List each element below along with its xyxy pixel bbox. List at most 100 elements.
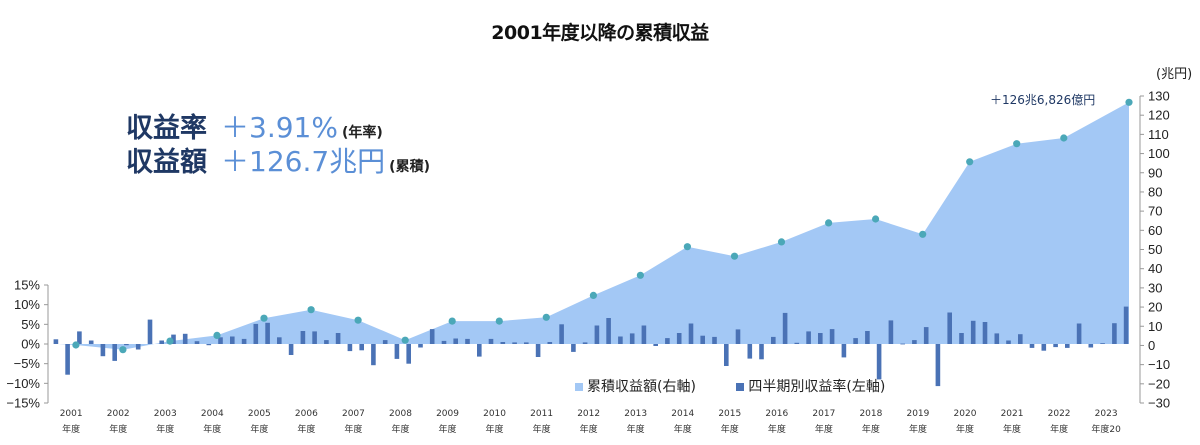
quarterly-bar xyxy=(77,331,82,344)
kpi-label: 収益率 xyxy=(126,113,207,144)
quarterly-bar xyxy=(653,344,658,346)
x-axis-year-label: 2006 xyxy=(295,409,318,419)
quarterly-bar xyxy=(324,340,329,344)
right-axis-tick: −20 xyxy=(1148,376,1170,391)
right-axis-tick: 130 xyxy=(1148,89,1170,104)
quarterly-bar xyxy=(1041,344,1047,351)
quarterly-bar xyxy=(206,344,212,346)
quarterly-bar xyxy=(477,344,482,357)
cumulative-point xyxy=(401,336,409,344)
quarterly-bar xyxy=(1088,344,1094,348)
cumulative-point xyxy=(166,337,174,345)
x-axis-suffix-label: 年度 xyxy=(721,423,739,435)
quarterly-bar xyxy=(218,337,223,344)
quarterly-bar xyxy=(441,340,447,344)
quarterly-bar xyxy=(100,344,106,357)
legend-item-quarterly: 四半期別収益率(左軸) xyxy=(736,376,885,396)
quarterly-bar xyxy=(371,344,376,366)
x-axis-year-label: 2005 xyxy=(248,409,271,419)
left-axis-tick: 15% xyxy=(14,278,40,293)
cumulative-point xyxy=(825,219,833,227)
cumulative-point xyxy=(1013,140,1021,148)
x-axis-suffix-label: 年度 xyxy=(956,423,974,435)
quarterly-bar xyxy=(829,329,835,344)
right-axis-tick: −30 xyxy=(1148,396,1170,411)
x-axis-suffix-label: 年度 xyxy=(486,423,504,435)
kpi-return-rate: 収益率 ＋3.91% (年率) xyxy=(126,106,383,146)
quarterly-bar xyxy=(582,342,588,344)
x-axis-suffix-label: 年度 xyxy=(391,423,409,435)
legend-swatch-bar xyxy=(736,383,745,391)
x-axis-suffix-label: 年度 xyxy=(580,423,598,435)
right-axis-tick: 20 xyxy=(1148,300,1162,315)
cumulative-point xyxy=(542,313,550,321)
cumulative-point xyxy=(119,346,127,354)
cumulative-point xyxy=(589,291,598,299)
quarterly-bar xyxy=(559,324,564,344)
x-axis-year-label: 2011 xyxy=(530,409,553,419)
quarterly-bar xyxy=(147,319,153,344)
x-axis-year-label: 2021 xyxy=(1001,409,1024,419)
quarterly-bar xyxy=(335,333,341,344)
right-axis-tick: 40 xyxy=(1148,261,1162,276)
quarterly-bar xyxy=(241,338,247,344)
quarterly-bar xyxy=(230,336,235,344)
x-axis-year-label: 2002 xyxy=(107,409,130,419)
left-axis-tick: 5% xyxy=(21,317,40,332)
left-axis-tick: −15% xyxy=(6,396,40,411)
quarterly-bar xyxy=(1065,344,1070,348)
quarterly-bar xyxy=(453,338,458,344)
quarterly-bar xyxy=(571,344,576,352)
quarterly-bar xyxy=(171,334,176,344)
x-axis-year-label: 2020 xyxy=(954,409,977,419)
right-axis-tick: 70 xyxy=(1148,204,1162,219)
x-axis-suffix-label: 年度 xyxy=(250,423,268,435)
quarterly-bar xyxy=(853,338,858,344)
quarterly-bar xyxy=(182,333,188,344)
quarterly-bar xyxy=(465,338,470,344)
x-axis-suffix-label: 年度 xyxy=(439,423,457,435)
right-axis-tick: 0 xyxy=(1148,338,1155,353)
x-axis-suffix-label: 年度 xyxy=(62,423,80,435)
quarterly-bar xyxy=(923,327,929,344)
quarterly-bar xyxy=(641,325,647,344)
x-axis-suffix-label: 年度 xyxy=(815,423,833,435)
left-axis-tick: −5% xyxy=(14,356,41,371)
quarterly-bar xyxy=(1112,323,1117,344)
right-axis-tick: 50 xyxy=(1148,242,1162,257)
quarterly-bar xyxy=(806,331,811,344)
quarterly-bar xyxy=(547,342,553,344)
right-axis-tick: 30 xyxy=(1148,280,1162,295)
x-axis-year-label: 2009 xyxy=(436,409,459,419)
right-axis-unit: (兆円) xyxy=(1156,67,1193,82)
quarterly-bar xyxy=(794,342,800,344)
cumulative-point xyxy=(260,314,268,322)
quarterly-bar xyxy=(676,333,682,344)
quarterly-bar xyxy=(1018,334,1023,344)
kpi-value: ＋3.91% xyxy=(221,111,338,144)
x-axis-year-label: 2017 xyxy=(812,409,835,419)
kpi-note: (累積) xyxy=(389,159,430,175)
quarterly-bar xyxy=(347,344,353,352)
x-axis-year-label: 2008 xyxy=(389,409,412,419)
cumulative-point xyxy=(1060,134,1068,142)
quarterly-bar xyxy=(771,336,776,344)
kpi-return-amount: 収益額 ＋126.7兆円 (累積) xyxy=(126,140,430,180)
chart-title: 2001年度以降の累積収益 xyxy=(491,22,709,44)
x-axis-suffix-label: 年度 xyxy=(768,423,786,435)
quarterly-bar xyxy=(512,342,517,344)
left-axis-tick: −10% xyxy=(6,376,40,391)
x-axis-year-label: 2012 xyxy=(577,409,600,419)
x-axis-suffix-label: 年度 xyxy=(203,423,221,435)
quarterly-bar xyxy=(500,342,506,344)
right-axis-tick: 120 xyxy=(1148,108,1170,123)
quarterly-bar xyxy=(124,344,129,346)
x-axis-suffix-label: 年度 xyxy=(674,423,692,435)
cumulative-point xyxy=(730,252,739,260)
x-axis-suffix-label: 年度 xyxy=(533,423,551,435)
x-axis-year-label: 2023 xyxy=(1095,409,1118,419)
quarterly-bar xyxy=(300,331,306,344)
quarterly-bar xyxy=(53,339,59,344)
quarterly-bar xyxy=(194,341,200,344)
